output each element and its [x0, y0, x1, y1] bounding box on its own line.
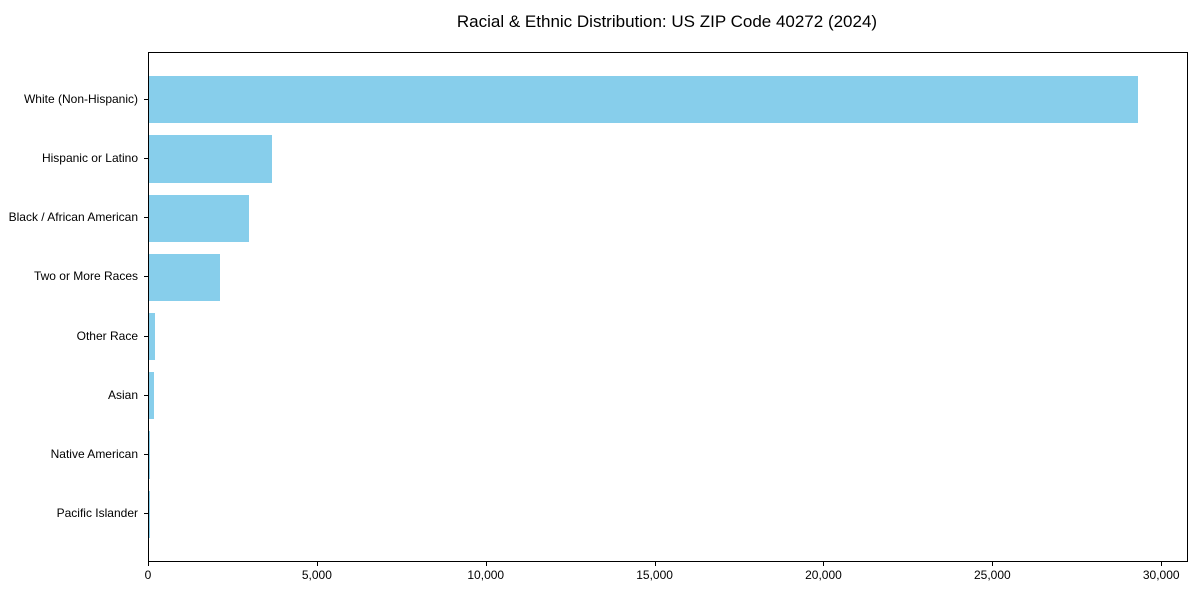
y-tick-label-native-american: Native American: [50, 447, 138, 462]
x-tick-mark: [316, 561, 318, 566]
y-tick-label-pacific-islander: Pacific Islander: [56, 506, 138, 521]
bar-asian: [149, 372, 155, 420]
x-tick-label-30000: 30,000: [1142, 568, 1180, 582]
bar-white-non-hispanic: [149, 76, 1138, 124]
x-tick-label-25000: 25,000: [973, 568, 1011, 582]
x-tick-mark: [992, 561, 994, 566]
y-tick-mark: [144, 217, 149, 219]
chart-title: Racial & Ethnic Distribution: US ZIP Cod…: [456, 12, 878, 31]
y-tick-label-hispanic-or-latino: Hispanic or Latino: [41, 150, 138, 165]
bar-pacific-islander: [149, 490, 150, 538]
x-tick-label-0: 0: [144, 568, 152, 582]
x-tick-mark: [1161, 561, 1163, 566]
y-tick-mark: [144, 335, 149, 337]
y-tick-label-two-or-more-races: Two or More Races: [33, 269, 138, 284]
bar-hispanic-or-latino: [149, 135, 272, 183]
x-tick-label-10000: 10,000: [467, 568, 505, 582]
x-tick-mark: [485, 561, 487, 566]
x-tick-mark: [148, 561, 149, 566]
bar-other-race: [149, 312, 156, 361]
x-tick-mark: [654, 561, 656, 566]
y-tick-label-asian: Asian: [107, 387, 138, 402]
y-tick-label-other-race: Other Race: [76, 328, 138, 343]
y-tick-mark: [144, 513, 149, 515]
x-tick-mark: [823, 561, 825, 566]
y-tick-mark: [144, 98, 149, 100]
x-tick-label-15000: 15,000: [636, 568, 673, 582]
bar-native-american: [149, 431, 151, 479]
y-tick-mark: [144, 157, 149, 159]
bar-black-african-american: [149, 194, 249, 242]
bar-two-or-more-races: [149, 253, 220, 302]
x-tick-label-5000: 5,000: [301, 568, 332, 582]
plot-area: [148, 52, 1188, 562]
y-tick-mark: [144, 454, 149, 456]
y-tick-mark: [144, 276, 149, 278]
y-tick-label-white-non-hispanic: White (Non-Hispanic): [23, 91, 138, 106]
y-tick-mark: [144, 394, 149, 396]
x-tick-label-20000: 20,000: [805, 568, 842, 582]
y-tick-label-black-african-american: Black / African American: [8, 210, 138, 225]
